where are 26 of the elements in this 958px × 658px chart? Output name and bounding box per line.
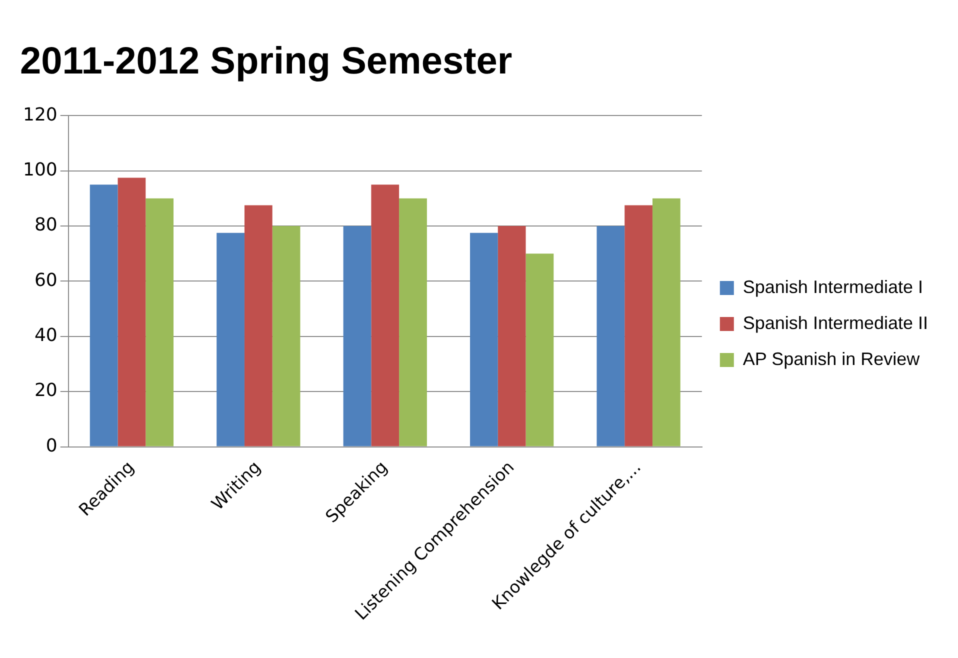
bar <box>399 198 427 446</box>
bar <box>652 198 680 446</box>
bar <box>470 232 498 446</box>
y-tick-label: 20 <box>34 380 58 402</box>
bar <box>624 205 652 446</box>
bar <box>244 205 272 446</box>
y-tick-label: 100 <box>22 159 58 180</box>
y-tick-label: 80 <box>34 214 58 236</box>
bar <box>216 232 244 446</box>
bar <box>371 184 400 446</box>
legend-label: AP Spanish in Review <box>742 348 921 369</box>
bar <box>118 178 146 446</box>
y-tick-label: 40 <box>34 325 58 346</box>
bar <box>272 226 300 446</box>
bar <box>526 254 554 446</box>
chart-title: 2011-2012 Spring Semester <box>20 40 512 82</box>
bar <box>498 226 526 446</box>
y-tick-label: 120 <box>22 104 58 126</box>
y-tick-label: 60 <box>34 270 58 291</box>
legend-label: Spanish Intermediate I <box>742 276 924 297</box>
bar <box>596 226 625 446</box>
y-tick-label: 0 <box>46 435 58 456</box>
bar <box>146 198 174 446</box>
bar <box>90 184 118 446</box>
bar <box>343 226 372 446</box>
legend-label: Spanish Intermediate II <box>742 312 928 333</box>
